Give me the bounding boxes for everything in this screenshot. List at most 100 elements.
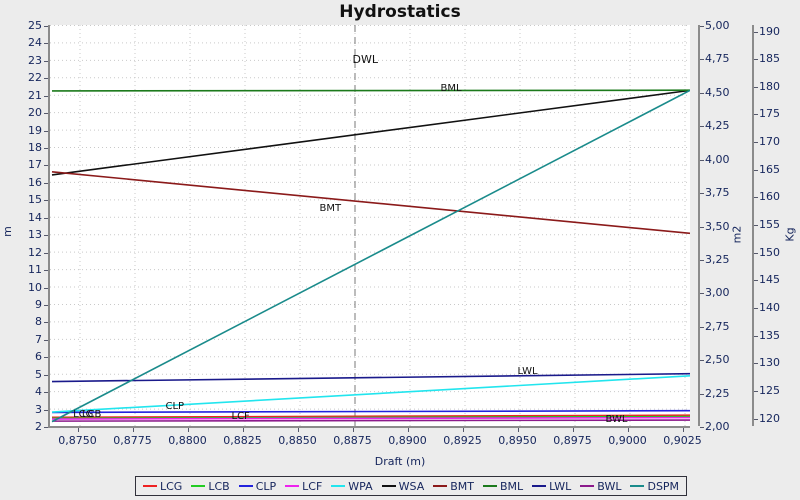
annotation-bmt: BMT	[319, 202, 342, 214]
annotation-lcf: LCF	[231, 411, 250, 423]
yaxis2-tick-label: 3,25	[705, 252, 730, 266]
yaxis1-tick-label: 8	[35, 315, 42, 329]
yaxis2-tick-label: 2,50	[705, 353, 730, 367]
series-line-lcg	[51, 414, 690, 419]
yaxis1-tick-label: 14	[28, 210, 42, 224]
legend-label: LCF	[302, 479, 323, 493]
yaxis1-tick	[44, 148, 48, 150]
legend-item-dspm[interactable]: DSPM	[630, 481, 679, 492]
yaxis3-tick	[754, 225, 758, 227]
yaxis3-tick	[754, 308, 758, 310]
yaxis3-tick-label: 155	[759, 218, 780, 232]
yaxis1-tick	[44, 78, 48, 80]
yaxis3-tick-label: 170	[759, 135, 780, 149]
legend-label: LCB	[208, 479, 230, 493]
yaxis1-tick-label: 17	[28, 158, 42, 172]
yaxis3-tick	[754, 418, 758, 420]
yaxis1-tick-label: 20	[28, 106, 42, 120]
x-axis-tick-label: 0,8950	[498, 434, 537, 447]
legend-swatch-icon	[191, 485, 206, 487]
yaxis1-tick	[44, 304, 48, 306]
yaxis2-tick	[700, 126, 704, 128]
x-axis-tick-label: 0,8925	[443, 434, 482, 447]
yaxis3-tick	[754, 114, 758, 116]
legend-swatch-icon	[532, 485, 547, 487]
x-axis-tick-label: 0,8825	[223, 434, 262, 447]
yaxis1-tick-label: 3	[35, 402, 42, 416]
x-axis-tick	[627, 428, 629, 432]
legend-item-clp[interactable]: CLP	[238, 479, 277, 493]
yaxis3-tick-label: 145	[759, 273, 780, 287]
yaxis3-tick-label: 130	[759, 356, 780, 370]
yaxis3-tick-label: 150	[759, 245, 780, 259]
legend-label: CLP	[255, 479, 277, 493]
yaxis1-tick	[44, 26, 48, 27]
yaxis1-tick-label: 10	[28, 280, 42, 294]
x-axis-tick-label: 0,8975	[553, 434, 592, 447]
annotation-lcb: LCB	[81, 409, 102, 421]
x-axis-spine	[48, 426, 690, 428]
yaxis1-tick	[44, 357, 48, 359]
legend-item-lcg[interactable]: LCG	[143, 481, 182, 492]
yaxis2-tick-label: 4,75	[705, 52, 730, 66]
yaxis2-tick	[700, 226, 704, 228]
legend-label: BWL	[597, 479, 622, 493]
legend-item-lcb[interactable]: LCB	[191, 479, 230, 493]
legend-swatch-icon	[483, 485, 497, 487]
yaxis1-tick-label: 21	[28, 88, 42, 102]
legend-item-wpa[interactable]: WPA	[331, 481, 373, 492]
yaxis2-tick-label: 2,75	[705, 319, 730, 333]
yaxis3-tick-label: 135	[759, 328, 780, 342]
legend-item-lwl[interactable]: LWL	[532, 481, 571, 492]
x-axis-tick-label: 0,8900	[388, 434, 427, 447]
legend-item-bml[interactable]: BML	[483, 481, 523, 492]
yaxis1-tick	[44, 374, 48, 376]
yaxis2-tick-label: 2,00	[705, 420, 730, 433]
yaxis3-tick	[754, 391, 758, 393]
legend-item-bmt[interactable]: BMT	[433, 481, 474, 492]
y-axis-primary-title: m	[0, 226, 14, 237]
x-axis-tick	[462, 428, 464, 432]
legend-item-lcf[interactable]: LCF	[285, 481, 322, 492]
x-axis-tick	[77, 428, 79, 432]
yaxis3-tick-label: 180	[759, 79, 780, 93]
legend-swatch-icon	[381, 485, 396, 487]
x-axis-tick	[187, 428, 189, 432]
yaxis1-tick	[44, 339, 48, 341]
x-axis-tick-label: 0,8775	[113, 434, 152, 447]
yaxis1-tick	[44, 95, 48, 97]
legend-label: BML	[500, 479, 524, 493]
yaxis3-tick-label: 160	[759, 190, 780, 204]
yaxis1-tick-label: 2	[35, 420, 42, 433]
yaxis1-tick	[44, 182, 48, 184]
yaxis1-tick-label: 4	[35, 385, 42, 399]
yaxis2-tick	[700, 393, 704, 395]
yaxis1-tick	[44, 130, 48, 132]
yaxis1-tick-label: 6	[35, 350, 42, 364]
legend-swatch-icon	[580, 485, 595, 487]
yaxis2-tick	[700, 92, 704, 94]
y-axis-secondary-title: m2	[730, 225, 744, 244]
yaxis3-tick	[754, 31, 758, 33]
annotation-lcg: LCG	[73, 409, 94, 421]
legend-item-bwl[interactable]: BWL	[580, 481, 621, 492]
yaxis1-tick-label: 11	[28, 263, 42, 277]
yaxis1-tick-label: 16	[28, 175, 42, 189]
yaxis2-tick-label: 4,25	[705, 119, 730, 133]
plot-area	[48, 25, 690, 428]
x-axis-tick	[682, 428, 684, 432]
legend-item-wsa[interactable]: WSA	[381, 481, 424, 492]
yaxis2-tick	[700, 59, 704, 61]
series-line-bwl	[51, 419, 690, 422]
yaxis2-tick-label: 4,00	[705, 152, 730, 166]
yaxis1-tick-label: 15	[28, 193, 42, 207]
yaxis1-tick-label: 5	[35, 367, 42, 381]
x-axis-tick-label: 0,8875	[333, 434, 372, 447]
annotation-bwl: BWL	[605, 413, 628, 425]
yaxis3-tick-label: 140	[759, 301, 780, 315]
yaxis1-tick	[44, 235, 48, 237]
legend-swatch-icon	[433, 485, 448, 487]
yaxis1-tick-label: 19	[28, 123, 42, 137]
yaxis2-tick-label: 3,00	[705, 286, 730, 300]
